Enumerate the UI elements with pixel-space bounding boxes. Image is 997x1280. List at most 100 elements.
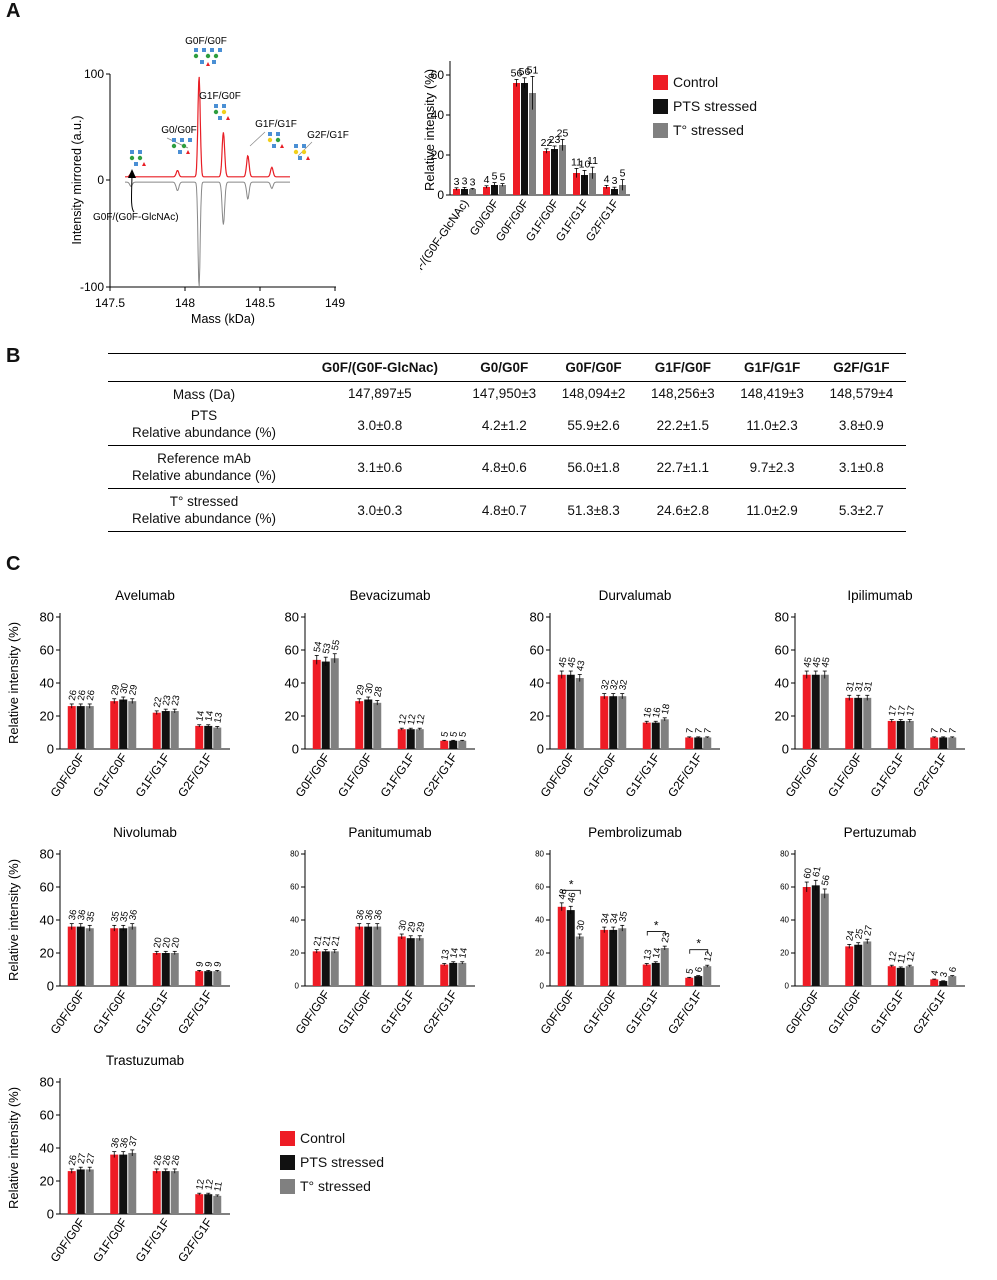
x-tick-label: G1F/G1F bbox=[133, 751, 173, 800]
data-label: 56 bbox=[820, 874, 833, 886]
table-cell: 55.9±2.6 bbox=[567, 417, 620, 433]
data-label: 26 bbox=[85, 689, 98, 701]
bar bbox=[67, 1171, 76, 1214]
arrow-head-icon bbox=[128, 169, 136, 178]
glycoform-table-wrapper: G0F/(G0F-GlcNac) G0/G0F G0F/G0F G1F/G0F … bbox=[108, 353, 906, 532]
bar bbox=[76, 1169, 85, 1214]
data-label: 18 bbox=[660, 703, 673, 715]
data-label: 27 bbox=[76, 1152, 89, 1164]
y-axis-label: Relative intensity (%) bbox=[6, 859, 21, 981]
data-label: 29 bbox=[415, 921, 428, 933]
x-tick-label: G1F/G1F bbox=[378, 751, 418, 800]
chart-panitumumab: Panitumumab020406080212121G0F/G0F363636G… bbox=[290, 825, 475, 1037]
bar bbox=[161, 953, 170, 986]
y-tick-label: 20 bbox=[290, 949, 299, 958]
significance-star: * bbox=[569, 877, 574, 891]
bar bbox=[603, 187, 610, 195]
data-label: 11 bbox=[587, 155, 598, 167]
y-tick-label: 0 bbox=[47, 1206, 54, 1221]
chart-nivolumab: Nivolumab Relative intensity (%) 0 20 40 60 80… bbox=[6, 825, 230, 1037]
chart-avelumab: Avelumab Relative intensity (%) 0 20 40 60 80 2… bbox=[6, 588, 230, 800]
data-label: 21 bbox=[330, 935, 343, 947]
bar bbox=[119, 928, 128, 986]
data-label: 30 bbox=[397, 919, 410, 931]
data-label: 3 bbox=[454, 176, 460, 188]
data-label: 3 bbox=[462, 175, 468, 187]
table-cell: 9.7±2.3 bbox=[749, 459, 795, 475]
row-label-line: Relative abundance (%) bbox=[131, 425, 277, 440]
data-label: 26 bbox=[67, 1154, 80, 1166]
data-label: 4 bbox=[604, 173, 610, 185]
bar bbox=[703, 737, 712, 749]
data-label: 5 bbox=[457, 731, 469, 738]
spectrum-x-tick: 147.5 bbox=[95, 296, 125, 310]
x-tick-label: G1F/G1F bbox=[868, 751, 908, 800]
table-cell: 4.2±1.2 bbox=[481, 417, 527, 433]
data-label: 29 bbox=[406, 921, 419, 933]
data-label: 51 bbox=[527, 64, 539, 76]
data-label: 20 bbox=[161, 937, 174, 949]
x-tick-label: G2F/G1F bbox=[665, 751, 705, 800]
data-label: 56 bbox=[519, 66, 531, 78]
bar bbox=[213, 1195, 222, 1214]
data-label: 26 bbox=[67, 689, 80, 701]
bar bbox=[110, 701, 119, 749]
significance-star: * bbox=[654, 919, 659, 933]
data-label: 20 bbox=[170, 937, 183, 949]
bar bbox=[863, 941, 872, 986]
bar bbox=[321, 951, 330, 986]
significance-bracket bbox=[561, 889, 581, 895]
y-tick-label: 20 bbox=[780, 949, 789, 958]
data-label: 12 bbox=[905, 950, 918, 962]
y-tick-label: 20 bbox=[530, 708, 544, 723]
row-label: T° stressed Relative abundance (%) bbox=[108, 489, 300, 532]
table-row: T° stressed Relative abundance (%) 3.0±0.… bbox=[108, 489, 906, 532]
glycan-icon-g0-g0f bbox=[171, 138, 192, 154]
data-label: 14 bbox=[448, 947, 461, 959]
y-tick-label: 80 bbox=[40, 846, 54, 861]
panel-label-b: B bbox=[6, 345, 21, 367]
data-label: 20 bbox=[152, 937, 165, 949]
row-label-line: T° stressed bbox=[169, 494, 239, 509]
y-tick-label: 20 bbox=[40, 1173, 54, 1188]
bar bbox=[948, 737, 957, 749]
bar bbox=[854, 697, 863, 749]
bar bbox=[660, 948, 669, 986]
bar bbox=[128, 1152, 137, 1214]
x-tick-label: G2F/G1F bbox=[665, 988, 705, 1037]
y-tick-label: 20 bbox=[535, 949, 544, 958]
data-label: 11 bbox=[212, 1181, 225, 1193]
glycan-icon-g0f-g0f bbox=[193, 48, 222, 66]
bar bbox=[939, 737, 948, 749]
data-label: 29 bbox=[109, 684, 122, 696]
data-label: 3 bbox=[470, 176, 476, 188]
glycoform-table: G0F/(G0F-GlcNac) G0/G0F G0F/G0F G1F/G0F … bbox=[108, 353, 906, 532]
data-label: 31 bbox=[844, 680, 857, 692]
data-label: 7 bbox=[702, 727, 714, 734]
legend-swatch-pts bbox=[653, 98, 668, 114]
y-tick-label: 0 bbox=[540, 982, 545, 991]
data-label: 26 bbox=[76, 689, 89, 701]
y-tick-label: 40 bbox=[535, 916, 544, 925]
data-label: 32 bbox=[599, 679, 612, 691]
bar bbox=[543, 151, 550, 195]
row-label-line: PTS bbox=[190, 408, 218, 423]
data-label: 3 bbox=[612, 175, 618, 187]
y-axis-label: Relative intensity (%) bbox=[422, 69, 437, 191]
chart-title: Bevacizumab bbox=[349, 588, 430, 603]
bar bbox=[397, 729, 406, 749]
bar bbox=[557, 674, 566, 749]
data-label: 56 bbox=[511, 67, 523, 79]
bar bbox=[811, 885, 820, 986]
x-tick-label: G1F/G1F bbox=[623, 988, 663, 1037]
row-label-line: Relative abundance (%) bbox=[131, 511, 277, 526]
bar bbox=[373, 926, 382, 986]
y-tick-label: 40 bbox=[40, 912, 54, 927]
data-label: 23 bbox=[549, 134, 561, 146]
legend-swatch-control bbox=[280, 1130, 295, 1146]
bar bbox=[458, 740, 467, 749]
bar bbox=[364, 926, 373, 986]
bar bbox=[581, 175, 588, 195]
bar bbox=[845, 697, 854, 749]
data-label: 55 bbox=[330, 639, 343, 651]
